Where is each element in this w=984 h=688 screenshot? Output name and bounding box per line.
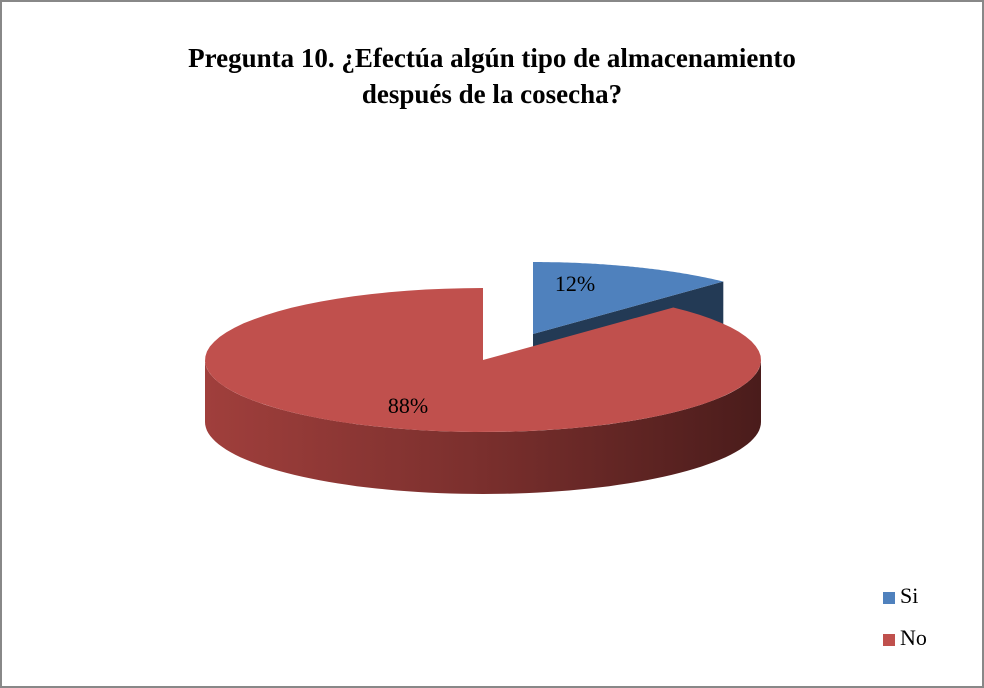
legend-swatch	[883, 634, 895, 646]
legend-label: Si	[900, 583, 918, 608]
legend-swatch	[883, 592, 895, 604]
pie-slice-side	[205, 360, 761, 494]
pie-slice	[533, 262, 724, 334]
chart-title: Pregunta 10. ¿Efectúa algún tipo de alma…	[188, 43, 796, 109]
pie-slice	[205, 288, 761, 432]
data-label: 12%	[555, 271, 595, 296]
legend-label: No	[900, 625, 927, 650]
data-label: 88%	[388, 393, 428, 418]
